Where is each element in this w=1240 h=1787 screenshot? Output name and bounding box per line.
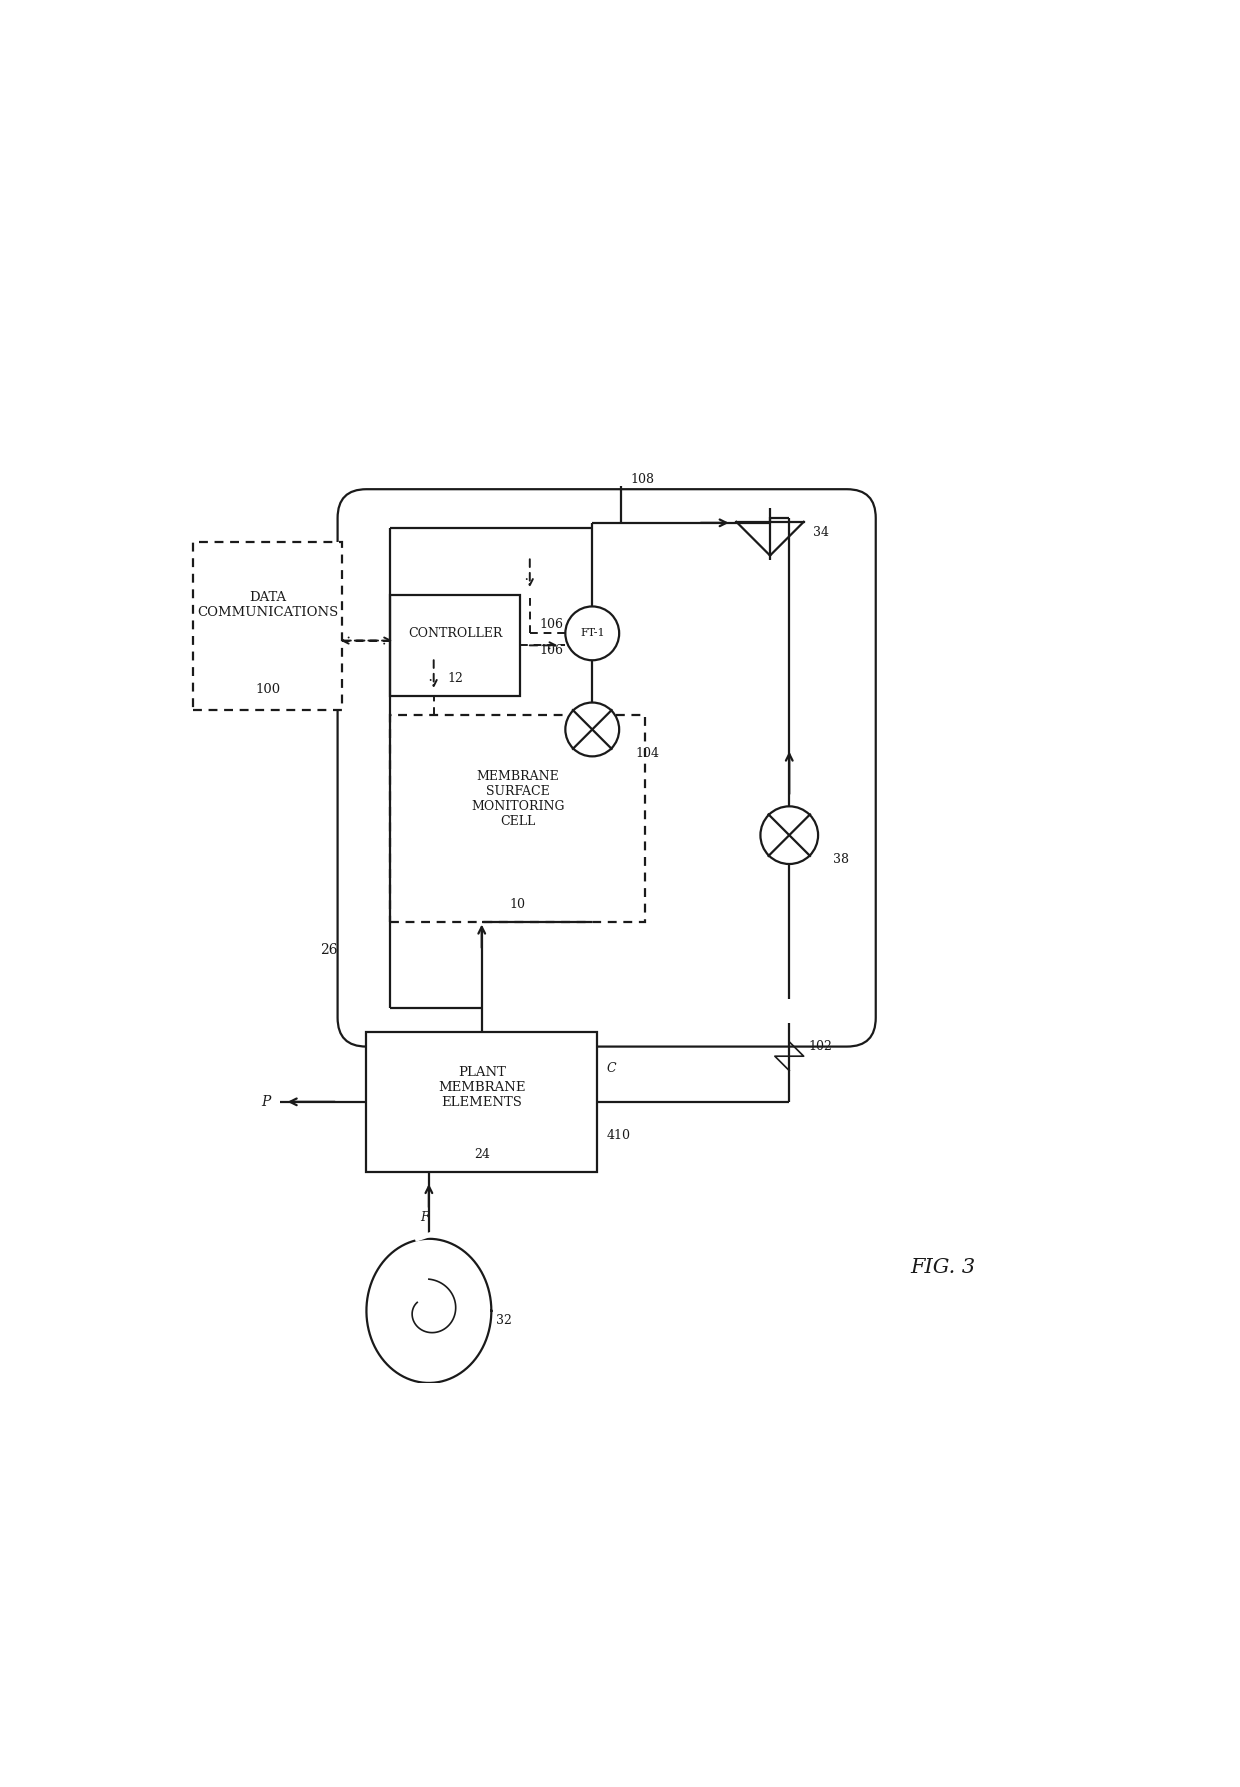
Polygon shape: [367, 1238, 491, 1383]
Text: 104: 104: [635, 747, 660, 759]
FancyBboxPatch shape: [391, 595, 521, 695]
Text: 108: 108: [631, 474, 655, 486]
Text: F: F: [420, 1212, 428, 1224]
Text: 106: 106: [539, 618, 563, 631]
Text: 12: 12: [448, 672, 464, 684]
Text: 410: 410: [606, 1129, 631, 1142]
Text: DATA
COMMUNICATIONS: DATA COMMUNICATIONS: [197, 591, 339, 618]
Text: 106: 106: [539, 643, 563, 656]
Circle shape: [760, 806, 818, 863]
Text: FIG. 3: FIG. 3: [910, 1258, 976, 1278]
Circle shape: [565, 702, 619, 756]
Text: FT-1: FT-1: [580, 629, 605, 638]
Text: PLANT
MEMBRANE
ELEMENTS: PLANT MEMBRANE ELEMENTS: [438, 1065, 526, 1110]
FancyBboxPatch shape: [337, 490, 875, 1047]
Text: CONTROLLER: CONTROLLER: [408, 627, 502, 640]
Text: 38: 38: [832, 852, 848, 865]
Text: C: C: [606, 1061, 616, 1074]
FancyBboxPatch shape: [193, 541, 342, 709]
Text: 24: 24: [474, 1147, 490, 1162]
Text: 102: 102: [808, 1040, 832, 1053]
Text: 10: 10: [510, 897, 526, 911]
FancyBboxPatch shape: [391, 715, 645, 922]
Text: 32: 32: [496, 1313, 512, 1328]
Circle shape: [565, 606, 619, 659]
Polygon shape: [470, 1338, 490, 1372]
Text: 34: 34: [813, 525, 830, 540]
Text: 100: 100: [255, 683, 280, 695]
Text: 26: 26: [320, 944, 337, 958]
Text: P: P: [260, 1095, 270, 1110]
FancyBboxPatch shape: [367, 1033, 596, 1172]
Text: MEMBRANE
SURFACE
MONITORING
CELL: MEMBRANE SURFACE MONITORING CELL: [471, 770, 564, 827]
